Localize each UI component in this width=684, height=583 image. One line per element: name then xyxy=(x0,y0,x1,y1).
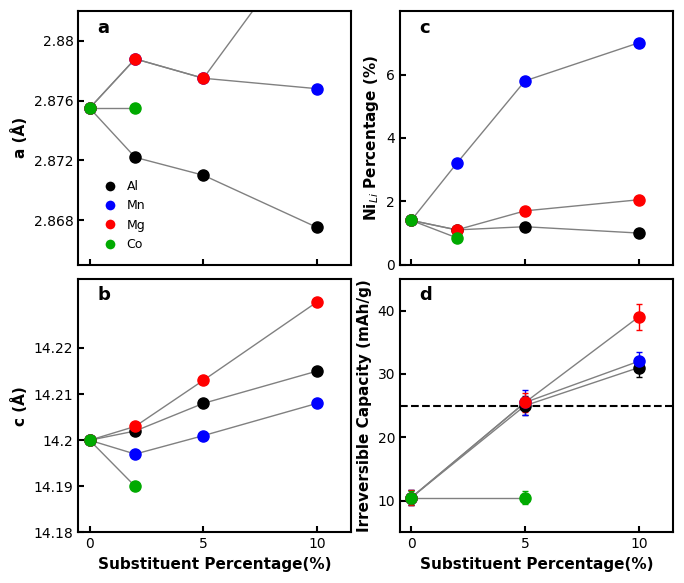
Point xyxy=(84,103,95,113)
X-axis label: Substituent Percentage(%): Substituent Percentage(%) xyxy=(420,557,653,572)
Point xyxy=(198,73,209,83)
Point xyxy=(130,54,141,64)
Point xyxy=(84,103,95,113)
Point xyxy=(198,399,209,408)
Point xyxy=(84,436,95,445)
Point xyxy=(198,375,209,385)
Point xyxy=(84,103,95,113)
Point xyxy=(520,76,531,86)
Text: c: c xyxy=(419,19,430,37)
Point xyxy=(198,73,209,83)
Point xyxy=(312,366,323,375)
Point xyxy=(130,153,141,162)
Point xyxy=(84,103,95,113)
Point xyxy=(633,229,644,238)
Y-axis label: Irreversible Capacity (mAh/g): Irreversible Capacity (mAh/g) xyxy=(357,279,372,532)
Point xyxy=(633,195,644,205)
Point xyxy=(130,422,141,431)
Point xyxy=(312,84,323,93)
Text: b: b xyxy=(97,286,110,304)
Point xyxy=(130,426,141,436)
Point xyxy=(198,171,209,180)
Legend: Al, Mn, Mg, Co: Al, Mn, Mg, Co xyxy=(93,175,150,256)
Point xyxy=(84,436,95,445)
Point xyxy=(451,233,462,243)
Point xyxy=(130,103,141,113)
Y-axis label: c (Å): c (Å) xyxy=(11,386,28,426)
Point xyxy=(520,206,531,216)
Point xyxy=(312,399,323,408)
Point xyxy=(633,38,644,47)
Y-axis label: a (Å): a (Å) xyxy=(11,117,28,159)
Y-axis label: Ni$_{Li}$ Percentage (%): Ni$_{Li}$ Percentage (%) xyxy=(362,55,380,221)
Point xyxy=(451,159,462,168)
Point xyxy=(84,436,95,445)
Text: a: a xyxy=(97,19,109,37)
Point xyxy=(406,216,417,225)
Point xyxy=(520,222,531,231)
Point xyxy=(451,225,462,234)
Point xyxy=(130,449,141,459)
Point xyxy=(130,54,141,64)
X-axis label: Substituent Percentage(%): Substituent Percentage(%) xyxy=(98,557,332,572)
Point xyxy=(198,431,209,440)
Text: d: d xyxy=(419,286,432,304)
Point xyxy=(406,216,417,225)
Point xyxy=(312,297,323,307)
Point xyxy=(406,216,417,225)
Point xyxy=(451,225,462,234)
Point xyxy=(406,216,417,225)
Point xyxy=(130,482,141,491)
Point xyxy=(84,436,95,445)
Point xyxy=(312,223,323,232)
